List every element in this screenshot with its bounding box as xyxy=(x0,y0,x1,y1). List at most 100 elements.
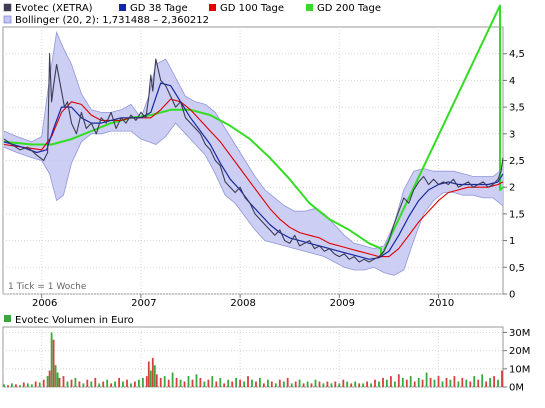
volume-bar xyxy=(473,376,476,387)
volume-bar xyxy=(78,381,81,387)
price-y-tick-label: 0,5 xyxy=(509,263,525,274)
price-y-tick-label: 1 xyxy=(509,236,515,247)
legend-swatch-price xyxy=(3,3,12,12)
price-x-tick-label: 2010 xyxy=(429,298,454,309)
volume-bar xyxy=(330,383,333,387)
volume-bar xyxy=(74,377,77,387)
volume-bar xyxy=(310,383,313,387)
volume-bar xyxy=(86,379,89,387)
volume-bar xyxy=(342,379,345,387)
volume-bar xyxy=(11,383,13,387)
volume-bar xyxy=(441,381,444,387)
volume-bar xyxy=(126,379,128,387)
volume-bar xyxy=(90,381,93,387)
volume-bar xyxy=(122,381,124,387)
volume-bar xyxy=(3,384,5,387)
volume-bar xyxy=(425,372,428,387)
bollinger-lower-line xyxy=(3,122,504,276)
volume-bar xyxy=(70,379,73,387)
volume-bar xyxy=(259,377,261,387)
volume-bar xyxy=(302,383,305,387)
volume-bar xyxy=(207,379,210,387)
volume-bar xyxy=(346,381,349,387)
volume-bar xyxy=(106,379,109,387)
volume-bar xyxy=(358,383,361,387)
volume-bar xyxy=(211,376,214,387)
volume-bar xyxy=(187,376,190,387)
volume-bar xyxy=(147,361,150,387)
volume-bar xyxy=(326,381,329,387)
price-y-tick-label: 4,5 xyxy=(509,49,525,60)
volume-bar xyxy=(449,379,452,387)
volume-bar xyxy=(153,365,156,387)
price-y-tick-label: 3 xyxy=(509,129,515,140)
volume-bar xyxy=(151,357,154,387)
volume-bar xyxy=(294,381,297,387)
volume-bar xyxy=(203,381,206,387)
volume-bar xyxy=(215,381,218,387)
volume-bar xyxy=(290,383,293,387)
volume-bar xyxy=(370,383,372,387)
gd100-line xyxy=(3,98,504,258)
bollinger-upper-line xyxy=(3,30,504,250)
volume-bar xyxy=(195,374,198,387)
volume-bar xyxy=(239,379,241,387)
volume-bar xyxy=(382,377,384,387)
price-x-tick-label: 2009 xyxy=(330,298,355,309)
volume-bar xyxy=(34,381,37,387)
volume-bar xyxy=(405,379,408,387)
price-y-axis: 0 0,5 1 1,5 2 2,5 3 3,5 4 4,5 xyxy=(503,49,525,301)
volume-bar xyxy=(401,377,404,387)
volume-bar xyxy=(409,376,412,387)
volume-bar xyxy=(19,385,21,387)
volume-bar xyxy=(298,379,301,387)
volume-bar xyxy=(231,381,234,387)
volume-bar xyxy=(199,377,202,387)
price-line xyxy=(3,53,504,263)
volume-y-tick-label: 20M xyxy=(509,346,530,357)
legend-label-bollinger: Bollinger (20, 2): 1,731488 – 2,360212 xyxy=(15,15,209,26)
volume-bar xyxy=(102,381,105,387)
volume-bar xyxy=(421,379,424,387)
volume-bar xyxy=(489,377,491,387)
volume-bar xyxy=(66,381,69,387)
volume-bar xyxy=(457,381,460,387)
volume-bar xyxy=(58,377,61,387)
legend-swatch-bollinger xyxy=(3,15,12,24)
volume-bar xyxy=(263,383,265,387)
volume-bar xyxy=(223,383,226,387)
volume-bar xyxy=(167,379,170,387)
volume-bar xyxy=(282,381,285,387)
volume-bar xyxy=(94,377,97,387)
volume-bar xyxy=(374,379,376,387)
volume-y-tick-label: 0M xyxy=(509,383,524,394)
volume-bar xyxy=(477,379,480,387)
volume-bar xyxy=(62,376,65,387)
volume-bar xyxy=(354,381,357,387)
volume-bar xyxy=(110,383,112,387)
volume-bar xyxy=(56,372,59,387)
volume-bar xyxy=(497,379,499,387)
volume-bar xyxy=(318,381,321,387)
volume-bar xyxy=(429,377,432,387)
volume-bar xyxy=(48,370,51,387)
volume-bar xyxy=(38,382,41,387)
volume-legend-swatch xyxy=(4,315,11,322)
volume-bar xyxy=(394,381,396,387)
legend-swatch-gd38 xyxy=(119,4,126,11)
volume-bar xyxy=(130,383,132,387)
volume-bar xyxy=(26,383,29,387)
volume-y-tick-label: 10M xyxy=(509,364,530,375)
volume-bar xyxy=(22,382,25,387)
volume-bar xyxy=(247,376,249,387)
volume-bar xyxy=(493,376,495,387)
volume-y-tick-label: 30M xyxy=(509,328,530,339)
legend-label-gd38: GD 38 Tage xyxy=(130,3,188,14)
price-x-axis: 2006 2007 2008 2009 2010 xyxy=(32,294,454,309)
volume-bar xyxy=(255,381,257,387)
volume-bar xyxy=(437,376,440,387)
volume-bar xyxy=(159,377,162,387)
gd200-line xyxy=(3,4,504,258)
volume-bar xyxy=(145,376,148,387)
